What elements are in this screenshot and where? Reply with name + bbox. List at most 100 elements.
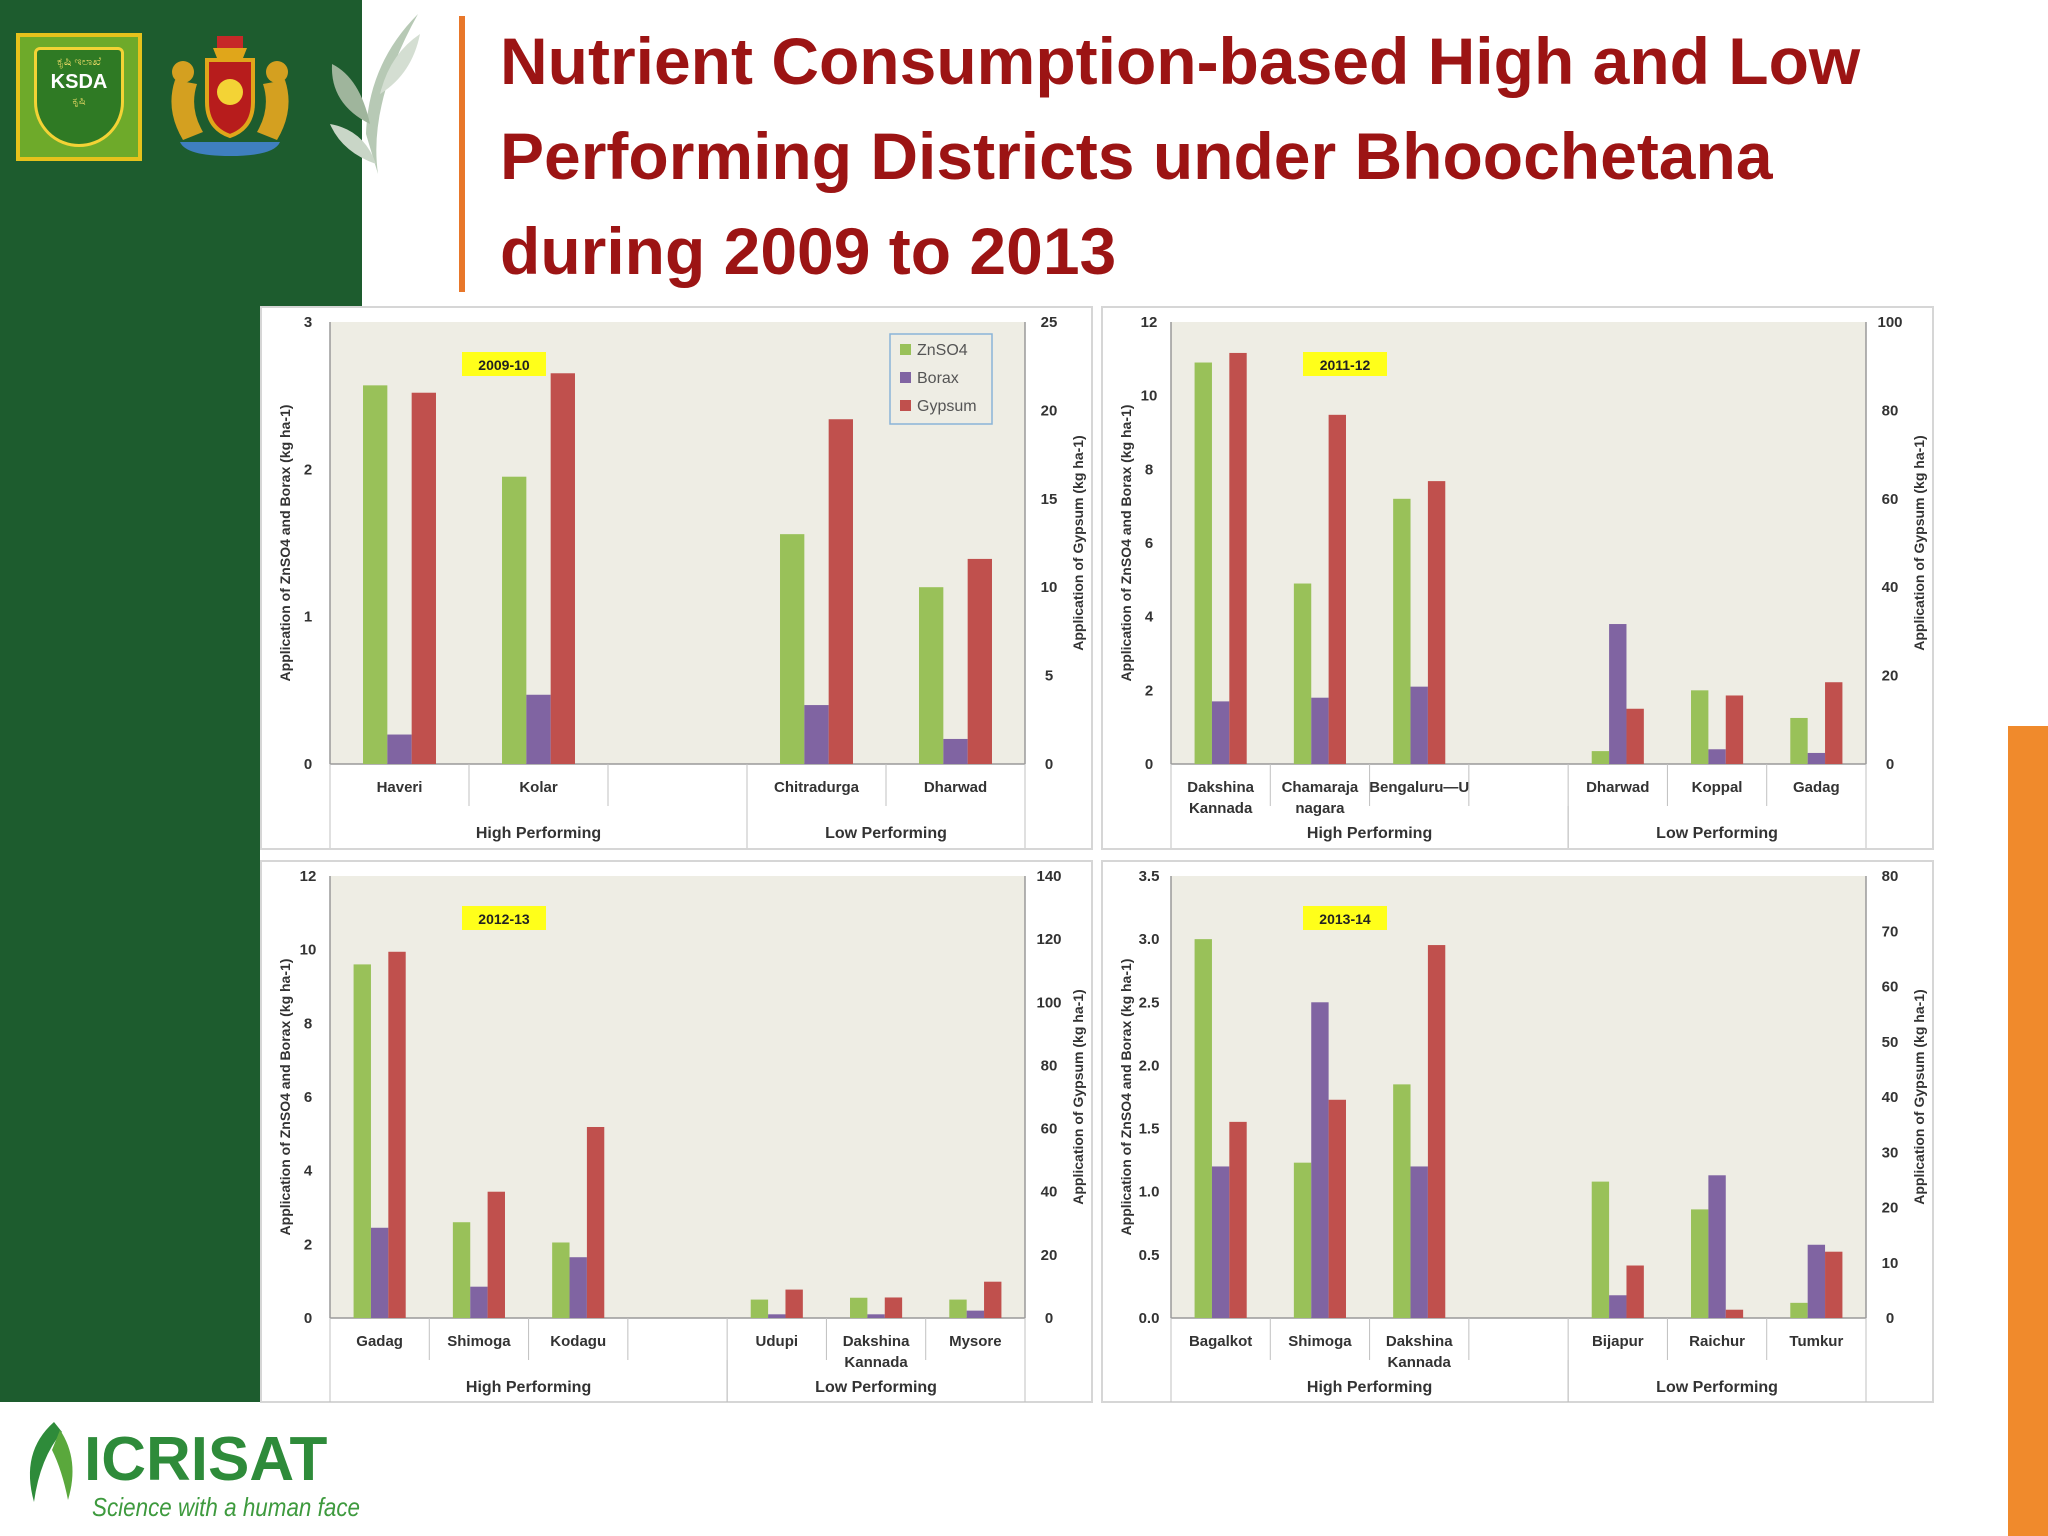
y-tick-label: 8: [304, 1015, 312, 1032]
x-tick-label: nagara: [1295, 800, 1345, 817]
y2-tick-label: 80: [1882, 402, 1899, 419]
bar-borax: [387, 734, 412, 764]
group-label: High Performing: [466, 1379, 591, 1396]
orange-accent-bar: [2008, 726, 2048, 1536]
y2-tick-label: 0: [1045, 756, 1053, 773]
group-label: High Performing: [1307, 1379, 1432, 1396]
ksda-logo: ಕೃಷಿ ಇಲಾಖೆ KSDA ಕೃಷಿ: [16, 33, 142, 161]
bar-borax: [1410, 686, 1428, 764]
bar-borax: [867, 1314, 885, 1318]
group-label: Low Performing: [1656, 1379, 1778, 1396]
bar-znso4: [1691, 690, 1709, 764]
x-tick-label: Kannada: [844, 1354, 908, 1371]
chart-title: 2013-14: [1319, 911, 1371, 927]
y2-tick-label: 0: [1886, 1310, 1894, 1327]
plot-area: [330, 876, 1025, 1318]
bar-znso4: [502, 476, 527, 764]
legend-swatch-borax: [900, 372, 911, 383]
bar-borax: [1211, 701, 1230, 764]
bar-znso4: [949, 1299, 967, 1318]
x-tick-label: Chitradurga: [774, 779, 860, 796]
bar-borax: [1708, 749, 1726, 764]
chart-title-highlight: [1303, 352, 1387, 376]
y-tick-label: 6: [304, 1089, 312, 1106]
x-tick-label: Dharwad: [924, 779, 987, 796]
group-label: Low Performing: [1656, 825, 1778, 842]
chart-title-badge: 2009-10: [462, 352, 546, 376]
y2-tick-label: 40: [1882, 1089, 1899, 1106]
green-side-band: [0, 308, 260, 1402]
y2-axis-title: Application of Gypsum (kg ha-1): [1070, 435, 1086, 650]
x-tick-label: Gadag: [356, 1333, 403, 1350]
bar-znso4: [552, 1242, 570, 1318]
x-tick-label: Koppal: [1692, 779, 1743, 796]
chart-panel-2011-12: 0 2 4 6 8 10 12 0 20 40 60 80 100 Application of ZnSO…: [1101, 306, 1934, 850]
y2-tick-label: 0: [1886, 756, 1894, 773]
y-axis-title: Application of ZnSO4 and Borax (kg ha-1): [1118, 405, 1134, 682]
bar-znso4: [1194, 362, 1212, 764]
chart-title-badge: 2013-14: [1303, 906, 1387, 930]
chart-svg: 0.0 0.5 1.0 1.5 2.0 2.5 3.0 3.5 0 10 20 30 40 50 60 70 8…: [1118, 868, 1927, 1402]
plot-area: [1171, 876, 1866, 1318]
y-tick-label: 1.0: [1139, 1184, 1160, 1201]
bar-gypsum: [1328, 1099, 1346, 1318]
ksda-shield-icon: ಕೃಷಿ ಇಲಾಖೆ KSDA ಕೃಷಿ: [34, 47, 124, 147]
y2-axis-title: Application of Gypsum (kg ha-1): [1911, 989, 1927, 1204]
y-tick-label: 2.5: [1139, 994, 1160, 1011]
y2-tick-label: 40: [1882, 579, 1899, 596]
chart-title-highlight: [462, 906, 546, 930]
legend-swatch-znso4: [900, 344, 911, 355]
x-tick-label: Tumkur: [1789, 1333, 1843, 1350]
chart-svg: 0 2 4 6 8 10 12 0 20 40 60 80 100 Application of ZnSO…: [1118, 314, 1927, 848]
title-divider: [459, 16, 465, 292]
y2-tick-label: 0: [1045, 1310, 1053, 1327]
bar-borax: [768, 1314, 786, 1318]
x-tick-label: Haveri: [377, 779, 423, 796]
bar-znso4: [1393, 498, 1411, 764]
bar-borax: [1410, 1166, 1428, 1318]
y-tick-label: 10: [1141, 388, 1158, 405]
chart-title-badge: 2011-12: [1303, 352, 1387, 376]
y2-axis-title: Application of Gypsum (kg ha-1): [1070, 989, 1086, 1204]
y2-tick-label: 40: [1041, 1184, 1058, 1201]
ksda-bottom-text: ಕೃಷಿ: [72, 96, 86, 107]
group-label: Low Performing: [825, 825, 947, 842]
y-tick-label: 12: [1141, 314, 1158, 331]
bar-znso4: [1790, 1302, 1808, 1318]
y2-tick-label: 80: [1041, 1057, 1058, 1074]
y2-tick-label: 20: [1882, 668, 1899, 685]
y2-axis-title: Application of Gypsum (kg ha-1): [1911, 435, 1927, 650]
bar-borax: [1807, 1244, 1826, 1318]
bar-gypsum: [785, 1289, 803, 1318]
chart-panel-2009-10: 0 1 2 3 0 5 10 15 20 25 Application of ZnSO4 and B…: [260, 306, 1093, 850]
y2-tick-label: 60: [1882, 979, 1899, 996]
bar-znso4: [919, 587, 944, 764]
bar-znso4: [1293, 583, 1312, 764]
x-tick-label: Gadag: [1793, 779, 1840, 796]
icrisat-leaf-icon: [29, 1422, 62, 1502]
bar-borax: [1609, 624, 1627, 764]
bar-gypsum: [586, 1126, 605, 1318]
bar-borax: [966, 1310, 985, 1318]
chart-title-highlight: [1303, 906, 1387, 930]
bar-gypsum: [1427, 481, 1446, 764]
bar-borax: [1708, 1175, 1726, 1318]
y-axis-title: Application of ZnSO4 and Borax (kg ha-1): [277, 959, 293, 1236]
y-tick-label: 1: [304, 609, 312, 626]
chart-title-highlight: [462, 352, 546, 376]
bar-znso4: [353, 964, 371, 1318]
x-tick-label: Udupi: [756, 1333, 799, 1350]
y-tick-label: 1.5: [1139, 1121, 1160, 1138]
y-tick-label: 0: [304, 756, 312, 773]
legend-label-gypsum: Gypsum: [917, 398, 977, 415]
chart-title: 2012-13: [478, 911, 530, 927]
bar-gypsum: [1229, 1121, 1247, 1318]
y2-tick-label: 30: [1882, 1144, 1899, 1161]
title-line-2: Performing Districts under Bhoochetana: [500, 119, 1773, 193]
bar-gypsum: [1825, 682, 1843, 764]
bar-borax: [370, 1227, 389, 1318]
y2-tick-label: 25: [1041, 314, 1058, 331]
y2-tick-label: 5: [1045, 668, 1053, 685]
y-tick-label: 8: [1145, 461, 1153, 478]
x-tick-label: Kannada: [1189, 800, 1253, 817]
